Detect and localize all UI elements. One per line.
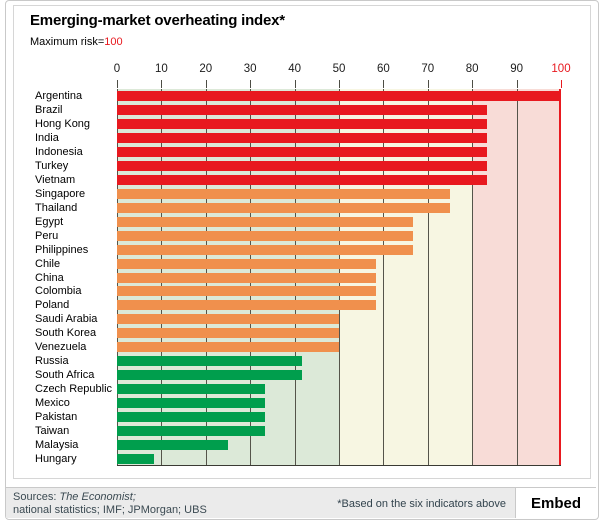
axis-tick-label: 100 <box>551 63 571 75</box>
country-label: Colombia <box>35 285 82 298</box>
bar <box>117 286 376 297</box>
sources-prefix: Sources: <box>13 491 60 503</box>
axis-tick <box>561 80 562 88</box>
bar <box>117 91 561 101</box>
bar <box>117 132 487 143</box>
gridline <box>516 89 518 466</box>
axis-tick-label: 0 <box>113 63 121 75</box>
country-label: Hong Kong <box>35 117 91 130</box>
bar <box>117 328 339 339</box>
country-label: Saudi Arabia <box>35 313 98 326</box>
chart-title: Emerging-market overheating index* <box>30 12 285 29</box>
country-label: Egypt <box>35 215 64 228</box>
country-label: Pakistan <box>35 411 78 424</box>
country-label: Malaysia <box>35 439 79 452</box>
axis-tick <box>383 80 385 88</box>
sources-line2: national statistics; IMF; JPMorgan; UBS <box>13 504 207 516</box>
bar <box>117 272 376 283</box>
country-label: Venezuela <box>35 341 87 354</box>
axis-tick-label: 70 <box>421 63 435 75</box>
country-label: Argentina <box>35 90 83 102</box>
bar <box>117 104 487 115</box>
bar <box>117 398 265 409</box>
bar <box>117 258 376 269</box>
bar <box>117 440 228 451</box>
bar <box>117 118 487 129</box>
country-label: Poland <box>35 299 70 312</box>
axis-tick <box>516 80 518 88</box>
sources-text: Sources: The Economist; national statisti… <box>13 491 207 517</box>
country-label: Mexico <box>35 397 70 410</box>
country-label: Turkey <box>35 159 69 172</box>
axis-tick-label: 90 <box>510 63 523 75</box>
bar <box>117 174 487 185</box>
baseline <box>117 465 561 466</box>
country-label: India <box>35 131 59 144</box>
country-label: Brazil <box>35 103 63 116</box>
country-label: Singapore <box>35 187 86 200</box>
bar <box>117 230 414 241</box>
country-label: Peru <box>35 229 59 242</box>
axis-tick <box>161 80 163 88</box>
country-label: Thailand <box>35 201 78 214</box>
gridline <box>472 89 474 466</box>
bar <box>117 370 303 381</box>
sources-publication: The Economist; <box>59 491 136 503</box>
gridline <box>427 89 429 466</box>
axis-tick <box>472 80 474 88</box>
axis-tick <box>205 80 207 88</box>
bar <box>117 356 303 367</box>
bar <box>117 454 154 465</box>
axis-tick-label: 10 <box>154 63 168 75</box>
country-label: Hungary <box>35 453 77 466</box>
axis-tick-label: 30 <box>243 63 257 75</box>
bar <box>117 146 487 157</box>
subtitle-label: Maximum risk= <box>30 36 105 48</box>
axis-tick <box>339 80 340 88</box>
country-label: Chile <box>35 257 61 270</box>
country-label: Philippines <box>35 243 89 256</box>
chart-subtitle: Maximum risk=100 <box>30 36 123 48</box>
footnote-text: *Based on the six indicators above <box>337 498 506 510</box>
country-label: Russia <box>35 355 69 368</box>
country-label: Indonesia <box>35 145 83 158</box>
axis-tick <box>427 80 429 88</box>
axis-tick <box>294 80 296 88</box>
axis-tick-label: 20 <box>199 63 213 75</box>
axis-tick-label: 50 <box>332 63 346 75</box>
footer-bar: Sources: The Economist; national statisti… <box>6 487 596 518</box>
bar <box>117 202 450 213</box>
bar <box>117 426 265 437</box>
bar <box>117 342 339 353</box>
country-label: China <box>35 271 64 284</box>
axis-tick-label: 80 <box>465 63 479 75</box>
country-label: South Africa <box>35 369 95 382</box>
plot-area <box>117 89 561 466</box>
country-labels: Argentina Brazil Hong Kong India Indonesia Tu… <box>35 89 117 466</box>
bar <box>117 412 265 423</box>
bar <box>117 216 414 227</box>
axis-tick-label: 60 <box>376 63 390 75</box>
bar <box>117 384 265 395</box>
x-axis: 0 10 20 30 40 50 60 70 80 90 100 <box>113 63 571 89</box>
max-risk-line <box>559 89 561 466</box>
axis-tick <box>117 80 118 88</box>
gridline <box>383 89 385 466</box>
risk-zone <box>472 89 561 466</box>
axis-tick <box>250 80 252 88</box>
bar <box>117 314 339 325</box>
embed-button[interactable]: Embed <box>515 488 596 518</box>
bar <box>117 244 414 255</box>
bar <box>117 300 376 311</box>
country-label: South Korea <box>35 327 97 340</box>
subtitle-max-value: 100 <box>104 36 123 48</box>
country-label: Taiwan <box>35 425 70 438</box>
country-label: Czech Republic <box>35 383 113 396</box>
bar <box>117 188 450 199</box>
axis-tick-label: 40 <box>288 63 301 75</box>
country-label: Vietnam <box>35 173 76 186</box>
bar <box>117 160 487 171</box>
